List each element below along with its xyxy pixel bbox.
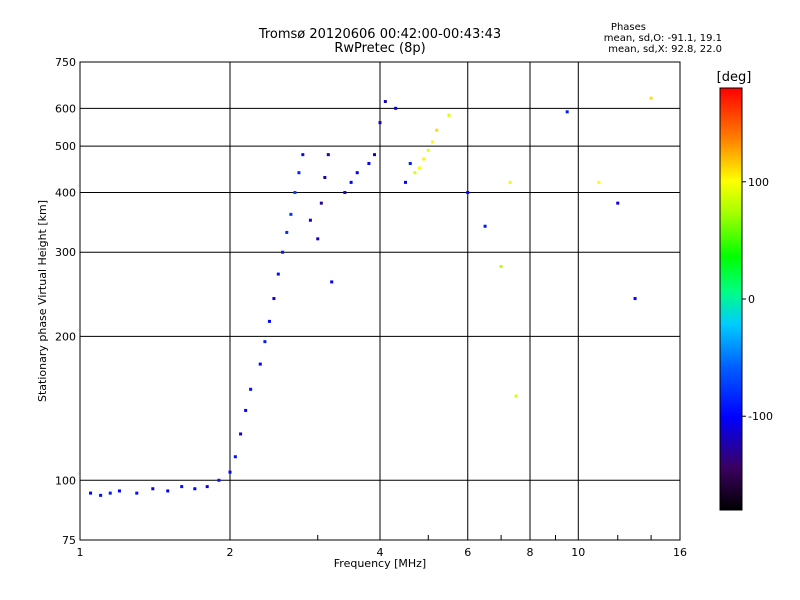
y-axis-label: Stationary phase Virtual Height [km] [36, 200, 49, 402]
data-point [426, 148, 430, 152]
y-axis-ticks: 75 100 200 300 400 500 600 750 [55, 56, 76, 547]
data-point [466, 190, 470, 194]
data-point [319, 201, 323, 205]
x-tick-label: 6 [464, 546, 471, 559]
data-point [499, 265, 503, 269]
data-point [308, 218, 312, 222]
x-tick-label: 16 [673, 546, 687, 559]
data-point [244, 408, 248, 412]
y-tick-label: 750 [55, 56, 76, 69]
data-point [297, 171, 301, 175]
colorbar-tick-label: 100 [748, 176, 769, 189]
x-tick-label: 1 [77, 546, 84, 559]
data-point [281, 250, 285, 254]
data-point [180, 485, 184, 489]
data-point [417, 166, 421, 170]
y-tick-label: 300 [55, 246, 76, 259]
data-point [616, 201, 620, 205]
data-point [565, 110, 569, 114]
x-axis-label: Frequency [MHz] [334, 557, 426, 570]
phase-x-stats: mean, sd,X: 92.8, 22.0 [608, 44, 722, 55]
data-point [258, 362, 262, 366]
data-point [408, 161, 412, 165]
x-tick-label: 4 [377, 546, 384, 559]
data-point [239, 432, 243, 436]
data-point [343, 190, 347, 194]
data-point [413, 171, 417, 175]
x-axis-ticks: 1 2 4 6 8 10 16 [77, 535, 687, 559]
data-point [349, 180, 353, 184]
data-point [285, 230, 289, 234]
data-point [403, 180, 407, 184]
y-tick-label: 200 [55, 330, 76, 343]
data-point [151, 487, 155, 491]
data-point [394, 106, 398, 110]
data-point [483, 224, 487, 228]
data-point [355, 171, 359, 175]
chart-title: Tromsø 20120606 00:42:00-00:43:43 [258, 27, 502, 42]
data-point [435, 128, 439, 132]
data-point [135, 491, 139, 495]
y-tick-label: 600 [55, 102, 76, 115]
colorbar-unit-label: [deg] [717, 70, 752, 85]
data-point [514, 394, 518, 398]
data-point [267, 319, 271, 323]
data-point [330, 280, 334, 284]
data-point [597, 180, 601, 184]
data-point [217, 478, 221, 482]
data-point [272, 297, 276, 301]
data-point [293, 190, 297, 194]
data-point [289, 212, 293, 216]
data-points [89, 96, 653, 497]
data-point [649, 96, 653, 100]
data-point [263, 340, 267, 344]
phase-o-stats: mean, sd,O: -91.1, 19.1 [603, 33, 722, 44]
colorbar-ticks: 100 0 -100 [742, 176, 773, 423]
plot-frame [79, 61, 681, 541]
data-point [249, 387, 253, 391]
data-point [508, 180, 512, 184]
y-tick-label: 75 [62, 534, 76, 547]
colorbar [719, 87, 743, 511]
x-tick-label: 2 [227, 546, 234, 559]
data-point [316, 237, 320, 241]
data-point [383, 100, 387, 104]
data-point [378, 121, 382, 125]
data-point [233, 455, 237, 459]
data-point [117, 489, 121, 493]
data-point [193, 487, 197, 491]
y-tick-label: 100 [55, 474, 76, 487]
data-point [431, 140, 435, 144]
colorbar-tick-label: 0 [748, 293, 755, 306]
y-tick-label: 500 [55, 140, 76, 153]
data-point [447, 113, 451, 117]
data-point [205, 485, 209, 489]
colorbar-tick-label: -100 [748, 410, 773, 423]
data-point [108, 491, 112, 495]
data-point [422, 157, 426, 161]
data-point [89, 491, 93, 495]
data-point [301, 153, 305, 157]
chart-subtitle: RwPretec (8p) [334, 41, 426, 56]
data-point [323, 175, 327, 179]
x-tick-label: 8 [527, 546, 534, 559]
data-point [99, 493, 103, 497]
phase-heading: Phases [610, 22, 646, 33]
data-point [373, 153, 377, 157]
data-point [276, 272, 280, 276]
data-point [228, 470, 232, 474]
data-point [166, 489, 170, 493]
grid-lines [80, 62, 680, 540]
data-point [367, 161, 371, 165]
data-point [633, 297, 637, 301]
y-tick-label: 400 [55, 186, 76, 199]
x-tick-label: 10 [571, 546, 585, 559]
data-point [326, 153, 330, 157]
